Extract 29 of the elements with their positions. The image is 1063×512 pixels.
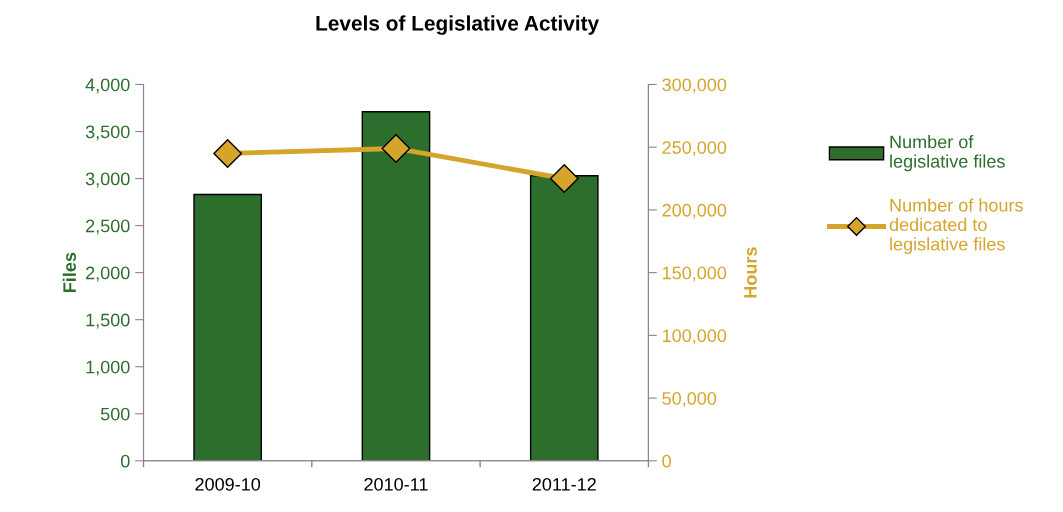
point: [549, 164, 579, 194]
y2-axis-title: Hours: [744, 247, 757, 298]
y-tick-label: 500: [100, 407, 130, 421]
legend-label: Number of legislative files: [890, 135, 1005, 172]
y-tick-label: 1,000: [86, 360, 130, 376]
y2-tick-label: 100,000: [663, 329, 727, 345]
y-tick-label: 3,000: [85, 172, 130, 188]
y2-tick-label: 50,000: [662, 392, 717, 407]
bar: [361, 111, 431, 461]
y-tick-label: 1,500: [86, 313, 130, 329]
chart-title: Levels of Legislative Activity: [316, 15, 600, 35]
x-tick-label: 2010-11: [364, 477, 428, 491]
y2-tick-label: 300,000: [662, 78, 727, 94]
y-tick-label: 2,500: [86, 219, 130, 235]
y2-tick-label: 0: [662, 454, 671, 468]
y-tick-label: 2,000: [86, 266, 130, 282]
y2-tick-label: 200,000: [662, 203, 727, 219]
legend-label: Number of hours dedicated to legislative files: [889, 198, 1023, 255]
y-tick-label: 4,000: [85, 78, 130, 94]
y2-tick-label: 150,000: [663, 266, 727, 282]
x-tick-label: 2009-10: [195, 477, 261, 491]
bar: [193, 193, 263, 461]
y-tick-label: 0: [120, 454, 130, 468]
y2-tick-label: 250,000: [662, 141, 727, 157]
point: [213, 139, 243, 168]
y-tick-label: 3,500: [85, 125, 130, 141]
y-axis-title: Files: [62, 252, 77, 292]
x-tick-label: 2011-12: [532, 477, 596, 491]
point: [381, 134, 411, 163]
